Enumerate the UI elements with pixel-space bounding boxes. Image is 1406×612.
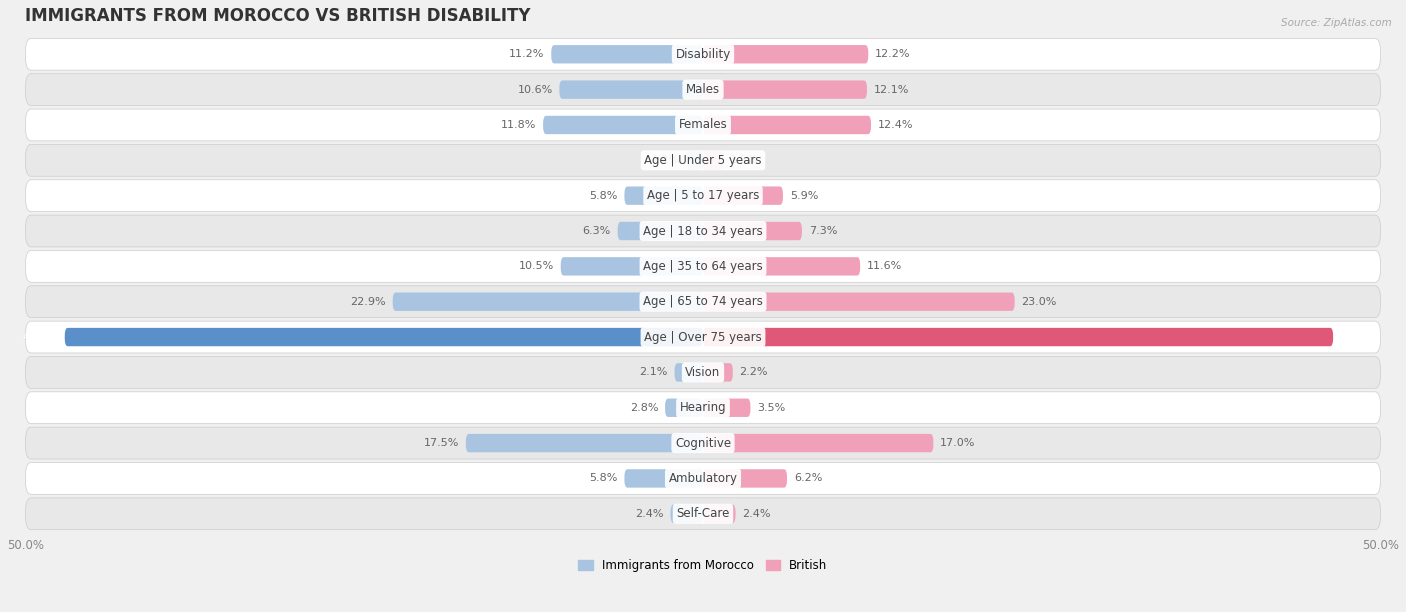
Text: 6.3%: 6.3% <box>582 226 610 236</box>
FancyBboxPatch shape <box>25 498 1381 530</box>
FancyBboxPatch shape <box>25 180 1381 212</box>
Text: 23.0%: 23.0% <box>1021 297 1057 307</box>
FancyBboxPatch shape <box>703 45 869 64</box>
FancyBboxPatch shape <box>465 434 703 452</box>
FancyBboxPatch shape <box>25 144 1381 176</box>
Text: Source: ZipAtlas.com: Source: ZipAtlas.com <box>1281 18 1392 28</box>
Text: 10.5%: 10.5% <box>519 261 554 271</box>
FancyBboxPatch shape <box>25 286 1381 318</box>
FancyBboxPatch shape <box>25 321 1381 353</box>
FancyBboxPatch shape <box>25 427 1381 459</box>
FancyBboxPatch shape <box>686 151 703 170</box>
FancyBboxPatch shape <box>703 222 801 240</box>
FancyBboxPatch shape <box>561 257 703 275</box>
Text: Cognitive: Cognitive <box>675 436 731 450</box>
FancyBboxPatch shape <box>617 222 703 240</box>
Text: Males: Males <box>686 83 720 96</box>
Text: Age | 65 to 74 years: Age | 65 to 74 years <box>643 295 763 308</box>
FancyBboxPatch shape <box>624 187 703 205</box>
Text: 11.8%: 11.8% <box>501 120 536 130</box>
Text: Females: Females <box>679 119 727 132</box>
FancyBboxPatch shape <box>675 363 703 382</box>
Text: 47.1%: 47.1% <box>22 332 58 342</box>
Text: 12.1%: 12.1% <box>873 84 910 95</box>
FancyBboxPatch shape <box>703 80 868 99</box>
Text: Vision: Vision <box>685 366 721 379</box>
Text: 1.2%: 1.2% <box>651 155 681 165</box>
Text: Age | 35 to 64 years: Age | 35 to 64 years <box>643 260 763 273</box>
Text: 2.8%: 2.8% <box>630 403 658 412</box>
FancyBboxPatch shape <box>703 328 1333 346</box>
Text: 2.1%: 2.1% <box>640 367 668 378</box>
Text: Self-Care: Self-Care <box>676 507 730 520</box>
FancyBboxPatch shape <box>703 434 934 452</box>
Text: IMMIGRANTS FROM MOROCCO VS BRITISH DISABILITY: IMMIGRANTS FROM MOROCCO VS BRITISH DISAB… <box>25 7 531 25</box>
Text: Ambulatory: Ambulatory <box>668 472 738 485</box>
FancyBboxPatch shape <box>25 357 1381 388</box>
FancyBboxPatch shape <box>703 116 872 134</box>
FancyBboxPatch shape <box>551 45 703 64</box>
FancyBboxPatch shape <box>25 109 1381 141</box>
Text: 12.2%: 12.2% <box>875 50 911 59</box>
FancyBboxPatch shape <box>703 505 735 523</box>
FancyBboxPatch shape <box>25 463 1381 494</box>
FancyBboxPatch shape <box>665 398 703 417</box>
Text: 2.2%: 2.2% <box>740 367 768 378</box>
Text: Disability: Disability <box>675 48 731 61</box>
FancyBboxPatch shape <box>703 151 723 170</box>
Text: Age | 18 to 34 years: Age | 18 to 34 years <box>643 225 763 237</box>
Text: Age | 5 to 17 years: Age | 5 to 17 years <box>647 189 759 202</box>
Text: 46.5%: 46.5% <box>1340 332 1375 342</box>
FancyBboxPatch shape <box>703 398 751 417</box>
FancyBboxPatch shape <box>25 392 1381 424</box>
Text: 7.3%: 7.3% <box>808 226 837 236</box>
FancyBboxPatch shape <box>703 363 733 382</box>
Text: 1.5%: 1.5% <box>730 155 758 165</box>
Text: 5.8%: 5.8% <box>589 474 617 483</box>
FancyBboxPatch shape <box>703 187 783 205</box>
FancyBboxPatch shape <box>25 250 1381 282</box>
FancyBboxPatch shape <box>703 293 1015 311</box>
Text: 11.2%: 11.2% <box>509 50 544 59</box>
FancyBboxPatch shape <box>25 39 1381 70</box>
FancyBboxPatch shape <box>703 257 860 275</box>
FancyBboxPatch shape <box>543 116 703 134</box>
Text: 3.5%: 3.5% <box>758 403 786 412</box>
FancyBboxPatch shape <box>65 328 703 346</box>
FancyBboxPatch shape <box>25 73 1381 105</box>
Text: 2.4%: 2.4% <box>742 509 770 519</box>
Text: 2.4%: 2.4% <box>636 509 664 519</box>
Text: 22.9%: 22.9% <box>350 297 385 307</box>
FancyBboxPatch shape <box>624 469 703 488</box>
FancyBboxPatch shape <box>671 505 703 523</box>
Text: Age | Under 5 years: Age | Under 5 years <box>644 154 762 167</box>
Text: 11.6%: 11.6% <box>868 261 903 271</box>
Text: 6.2%: 6.2% <box>794 474 823 483</box>
Legend: Immigrants from Morocco, British: Immigrants from Morocco, British <box>574 554 832 577</box>
Text: 5.9%: 5.9% <box>790 191 818 201</box>
FancyBboxPatch shape <box>703 469 787 488</box>
Text: 12.4%: 12.4% <box>877 120 914 130</box>
Text: 17.0%: 17.0% <box>941 438 976 448</box>
FancyBboxPatch shape <box>25 215 1381 247</box>
FancyBboxPatch shape <box>560 80 703 99</box>
Text: 5.8%: 5.8% <box>589 191 617 201</box>
Text: Hearing: Hearing <box>679 401 727 414</box>
Text: Age | Over 75 years: Age | Over 75 years <box>644 330 762 343</box>
Text: 10.6%: 10.6% <box>517 84 553 95</box>
Text: 17.5%: 17.5% <box>423 438 460 448</box>
FancyBboxPatch shape <box>392 293 703 311</box>
